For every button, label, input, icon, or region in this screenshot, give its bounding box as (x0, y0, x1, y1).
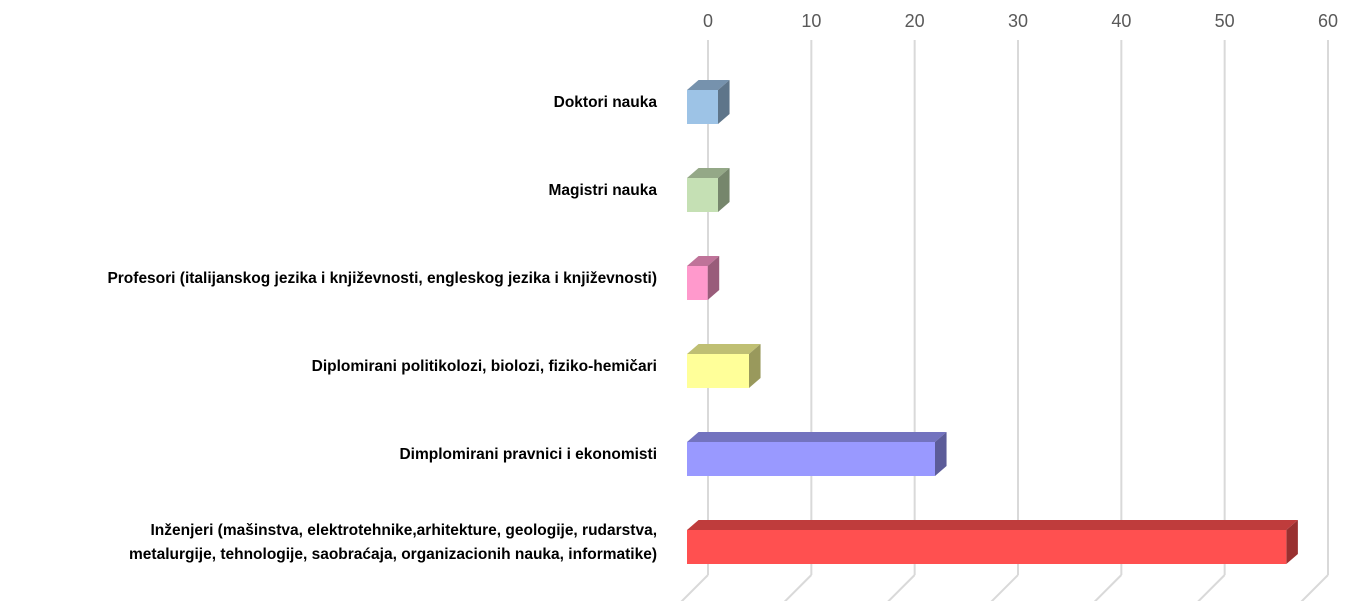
floor-line (680, 574, 709, 601)
x-tick-label: 40 (1111, 11, 1131, 31)
bar-top (687, 344, 761, 354)
x-tick-label: 30 (1008, 11, 1028, 31)
bar (687, 178, 718, 212)
bar-side (718, 80, 730, 124)
bar-top (687, 256, 720, 266)
floor-line (990, 574, 1019, 601)
floor-line (1093, 574, 1123, 601)
x-tick-label: 10 (801, 11, 821, 31)
floor-line (783, 574, 813, 601)
bar (687, 266, 708, 300)
x-tick-label: 0 (703, 11, 713, 31)
category-label: Dimplomirani pravnici i ekonomisti (399, 446, 657, 463)
bar-side (707, 256, 720, 300)
floor-line (1300, 574, 1329, 601)
x-tick-label: 60 (1318, 11, 1338, 31)
bar-top (687, 520, 1298, 530)
category-label: Diplomirani politikolozi, biolozi, fizik… (311, 358, 657, 375)
bar-side (1286, 520, 1298, 564)
x-tick-label: 50 (1215, 11, 1235, 31)
category-label: Doktori nauka (553, 94, 657, 111)
bar (687, 354, 749, 388)
floor-line (887, 574, 916, 601)
bar-top (687, 432, 947, 442)
bar (687, 530, 1287, 564)
category-label: Magistri nauka (548, 182, 657, 199)
bar (687, 90, 718, 124)
bar-side (749, 344, 761, 388)
bar-top (687, 80, 730, 90)
floor-line (1197, 574, 1226, 601)
bar-top (687, 168, 730, 178)
bar (687, 442, 935, 476)
category-label: Profesori (italijanskog jezika i književ… (107, 270, 657, 287)
x-tick-label: 20 (905, 11, 925, 31)
bar-side (718, 168, 730, 212)
bar-side (935, 432, 947, 476)
category-label: Inženjeri (mašinstva, elektrotehnike,arh… (129, 522, 657, 563)
